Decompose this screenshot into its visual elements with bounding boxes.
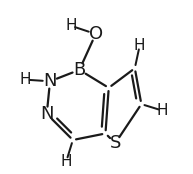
Text: N: N [43, 72, 57, 90]
Text: N: N [40, 105, 53, 123]
Text: H: H [61, 154, 72, 169]
Text: H: H [65, 18, 77, 33]
Text: H: H [157, 103, 168, 118]
Text: H: H [134, 38, 146, 53]
Text: O: O [89, 25, 103, 43]
Text: S: S [110, 134, 121, 152]
Text: H: H [20, 72, 31, 87]
Text: B: B [73, 61, 85, 79]
